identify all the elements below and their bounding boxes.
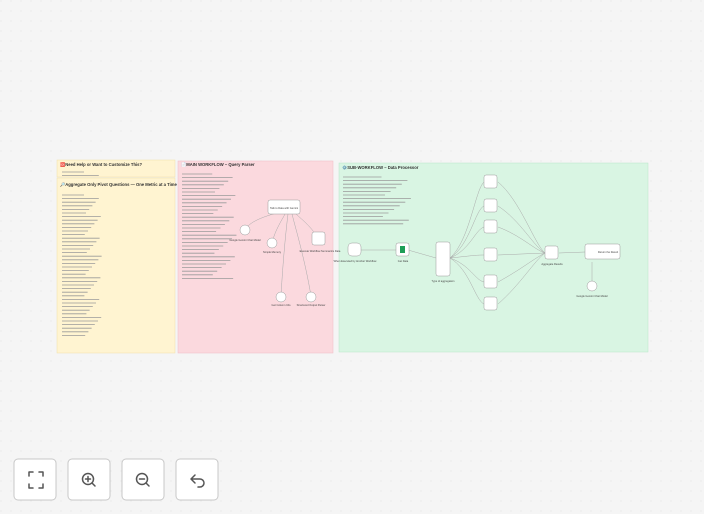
- node-label: Get Column Info: [272, 303, 291, 307]
- connections: [244, 181, 593, 305]
- node-label: When Executed by Another Workflow: [334, 259, 377, 263]
- note-body: [62, 171, 411, 336]
- merge-node[interactable]: [544, 245, 559, 260]
- node-label: Get Data: [398, 259, 409, 263]
- node-label: Structured Output Parser: [297, 303, 326, 307]
- zoom-out-button[interactable]: [121, 458, 165, 501]
- node-label: Google Gemini Chat Model: [229, 238, 261, 242]
- trigger-node[interactable]: [347, 242, 362, 257]
- node-label: Type of aggregation: [432, 279, 455, 283]
- sub-node[interactable]: [275, 291, 287, 303]
- node-label: Aggregate Results: [541, 262, 563, 266]
- zoom-in-button[interactable]: [67, 458, 111, 501]
- code-node[interactable]: [483, 296, 498, 311]
- sticky-note[interactable]: [56, 159, 176, 178]
- node-label: Simple Memory: [263, 250, 282, 254]
- note-title: ⚙️SUB-WORKFLOW – Data Processor: [342, 165, 419, 170]
- sub-node[interactable]: [239, 224, 251, 236]
- sheets-icon: [400, 246, 405, 253]
- node-label: Return the Result: [598, 250, 618, 254]
- code-node[interactable]: [483, 174, 498, 189]
- sub-node[interactable]: [305, 291, 317, 303]
- reset-zoom-button[interactable]: [175, 458, 219, 501]
- note-title: 🔎Aggregate Only Pivot Questions — One Me…: [60, 181, 177, 187]
- node-label: Google Gemini Chat Model: [576, 294, 608, 298]
- code-node[interactable]: [483, 247, 498, 262]
- code-node[interactable]: [483, 198, 498, 213]
- code-node[interactable]: [483, 274, 498, 289]
- agent-node[interactable]: [584, 243, 621, 260]
- workflow-node[interactable]: [311, 231, 326, 246]
- node-label: Talk to Data with Gemini: [270, 206, 298, 210]
- code-node[interactable]: [483, 219, 498, 234]
- switch-node[interactable]: [435, 241, 451, 277]
- fit-view-button[interactable]: [13, 458, 57, 501]
- note-title: 🆘Need Help or Want to Customize This?: [60, 162, 143, 167]
- sub-node[interactable]: [266, 237, 278, 249]
- sticky-note[interactable]: [56, 177, 176, 354]
- note-title: 📄MAIN WORKFLOW – Query Parser: [181, 162, 255, 167]
- sub-node[interactable]: [586, 280, 598, 292]
- node-label: Execute Workflow Summarize Data: [300, 249, 341, 253]
- agent-node[interactable]: [267, 199, 301, 215]
